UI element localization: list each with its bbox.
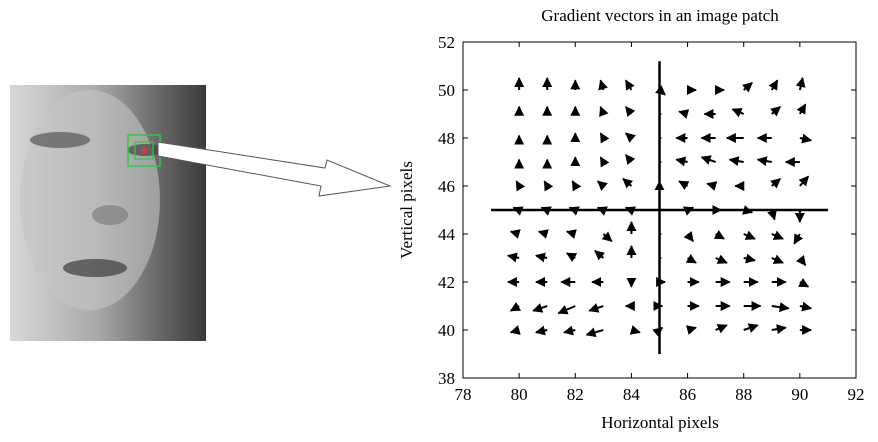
vector-arrow [599, 156, 610, 168]
vector-arrow [793, 233, 804, 245]
y-axis-label: Vertical pixels [397, 161, 416, 259]
vector-arrow [678, 180, 690, 191]
vector-arrow [728, 156, 744, 167]
vector-arrow [799, 133, 813, 144]
vector-arrow [509, 229, 521, 239]
vector-arrow [506, 252, 520, 263]
vector-arrow [756, 156, 772, 167]
x-axis-label: Horizontal pixels [601, 413, 719, 432]
vector-arrow [655, 85, 666, 96]
vector-arrow [743, 230, 756, 240]
vector-arrow [624, 206, 637, 216]
vector-arrow [731, 108, 745, 118]
vector-arrow [565, 229, 577, 239]
zoom-arrow [157, 141, 392, 197]
y-tick-label: 40 [438, 321, 455, 340]
vector-arrow [675, 156, 688, 167]
vector-arrow [715, 254, 728, 264]
vector-arrow [535, 252, 548, 263]
y-tick-label: 48 [438, 129, 455, 148]
vector-arrow [588, 303, 604, 313]
vector-arrow [768, 79, 779, 91]
vector-arrow [509, 325, 521, 335]
vector-arrow [685, 253, 697, 264]
vector-arrow [543, 180, 554, 192]
vector-arrow [599, 132, 610, 144]
vector-arrow [535, 325, 548, 336]
vector-arrow [770, 106, 781, 117]
y-tick-label: 44 [438, 225, 456, 244]
vector-arrow [771, 254, 784, 264]
x-tick-label: 84 [623, 385, 641, 404]
vector-arrow [571, 180, 582, 192]
vector-arrow [601, 231, 613, 242]
face-image [10, 85, 206, 341]
vector-arrow [771, 302, 790, 313]
vector-arrow [771, 230, 784, 240]
vector-arrow [713, 229, 725, 240]
vector-arrow [652, 326, 664, 338]
x-tick-label: 80 [511, 385, 528, 404]
vector-arrow [700, 155, 716, 165]
vector-arrow [598, 79, 608, 91]
vector-arrow [706, 181, 718, 191]
vector-arrow [596, 206, 608, 216]
y-tick-label: 46 [438, 177, 455, 196]
x-tick-label: 82 [567, 385, 584, 404]
y-tick-label: 50 [438, 81, 455, 100]
plot-frame [462, 41, 857, 379]
x-tick-label: 86 [679, 385, 696, 404]
vector-arrow [683, 231, 694, 242]
vector-arrow [563, 325, 576, 336]
vector-arrow [512, 206, 524, 216]
vector-arrow [537, 229, 549, 239]
vector-arrow [599, 105, 609, 118]
x-tick-label: 78 [455, 385, 472, 404]
vector-arrow [742, 205, 754, 215]
vector-arrow [799, 301, 813, 312]
vector-arrow [585, 327, 604, 338]
vector-arrow [742, 82, 753, 93]
vector-arrow [795, 255, 807, 266]
vector-arrow [625, 132, 636, 143]
vector-arrow [682, 206, 695, 216]
vector-arrow [557, 305, 576, 315]
vector-arrow [771, 324, 787, 335]
vector-arrow [622, 178, 634, 189]
x-tick-label: 88 [735, 385, 752, 404]
vector-arrow [796, 103, 807, 115]
y-tick-label: 52 [438, 33, 455, 52]
vector-arrow [509, 301, 522, 312]
vector-arrow [624, 79, 635, 91]
vector-arrow [798, 175, 810, 187]
x-tick-label: 90 [791, 385, 808, 404]
vector-arrow [594, 250, 606, 261]
vector-arrow [565, 252, 578, 263]
y-tick-label: 38 [438, 369, 455, 388]
y-tick-label: 42 [438, 273, 455, 292]
vector-arrow [596, 180, 608, 191]
vector-arrow [767, 209, 777, 221]
vector-arrow [795, 77, 806, 91]
x-tick-label: 92 [848, 385, 865, 404]
vector-arrow [743, 253, 756, 264]
vector-arrow [678, 109, 690, 119]
vector-arrow [568, 206, 580, 216]
vector-arrow [715, 324, 728, 334]
vector-arrow [797, 277, 810, 288]
vector-arrow [540, 206, 552, 216]
vector-arrow [685, 325, 697, 335]
vector-arrow [625, 154, 636, 165]
vector-arrow [629, 325, 641, 335]
vector-arrow [532, 303, 548, 313]
vector-arrow [770, 178, 781, 189]
vector-arrow [743, 323, 759, 333]
chart-title: Gradient vectors in an image patch [541, 6, 779, 25]
vector-arrow [515, 180, 526, 192]
vector-arrow [625, 106, 636, 117]
